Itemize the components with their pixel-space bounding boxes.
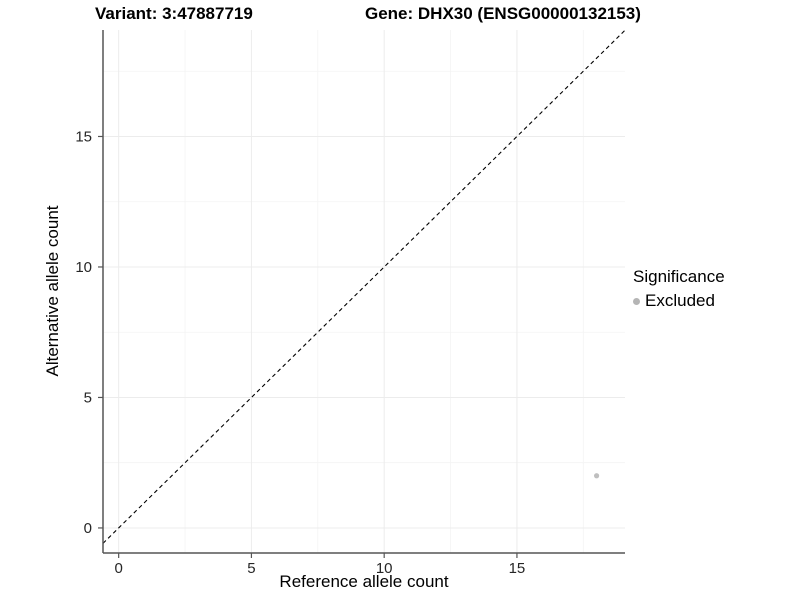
x-axis-label: Reference allele count — [279, 572, 449, 591]
x-tick-label: 0 — [114, 560, 122, 577]
identity-reference-line — [102, 29, 626, 544]
data-point — [593, 473, 600, 479]
x-tick-label: 5 — [247, 560, 255, 577]
legend-item-label: Excluded — [645, 291, 715, 310]
y-tick-label: 10 — [75, 259, 92, 276]
y-axis-label: Alternative allele count — [43, 205, 62, 377]
legend: Significance Excluded — [633, 267, 725, 311]
variant-title: Variant: 3:47887719 — [95, 4, 253, 23]
y-tick-label: 0 — [84, 520, 92, 537]
y-tick-label: 5 — [84, 389, 92, 406]
legend-point-icon — [633, 297, 640, 305]
legend-item-excluded: Excluded — [633, 291, 725, 311]
legend-title: Significance — [633, 267, 725, 286]
gene-title: Gene: DHX30 (ENSG00000132153) — [365, 4, 641, 23]
x-tick-label: 10 — [376, 560, 393, 577]
y-tick-label: 15 — [75, 128, 92, 145]
x-tick-label: 15 — [509, 560, 526, 577]
